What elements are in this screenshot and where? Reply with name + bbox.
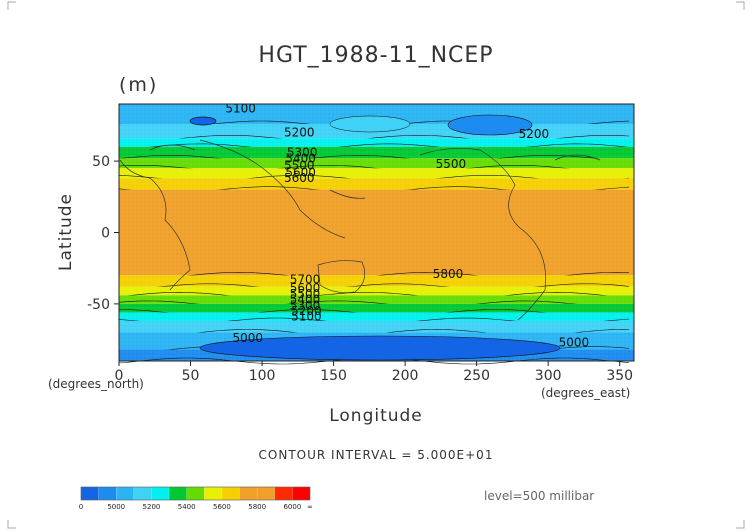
x-tick-label-100: 100 [249, 368, 276, 384]
contour-band-2 [119, 138, 634, 147]
x-tick-label-0: 0 [115, 368, 124, 384]
colorbar-labels: 0 5000 5200 5400 5600 5800 6000 ∞ [79, 503, 313, 511]
contour-label-9: 5800 [433, 267, 464, 281]
colorbar-label-4: 5600 [213, 503, 231, 511]
contour-line-2 [118, 143, 630, 151]
contour-band-4 [119, 158, 634, 169]
north-pacific-low [447, 114, 533, 136]
y-unit-note: (degrees_north) [48, 377, 144, 391]
contour-interval-note: CONTOUR INTERVAL = 5.000E+01 [259, 448, 494, 462]
contour-label-11: 5600 [290, 281, 321, 295]
coastline-asia [199, 139, 366, 239]
arctic-low-core [189, 116, 217, 126]
contour-fill-bands [118, 103, 634, 365]
level-note: level=500 millibar [484, 489, 594, 503]
colorbar-swatch-4 [151, 486, 170, 501]
colorbar-label-3: 5400 [178, 503, 196, 511]
x-tick-label-150: 150 [320, 368, 347, 384]
contour-label-7: 5600 [284, 171, 315, 185]
colorbar-swatch-9 [239, 486, 258, 501]
contour-band-9 [119, 286, 634, 296]
corner-mark-bottom-left [7, 520, 16, 529]
contour-label-8: 5500 [436, 157, 467, 171]
x-axis-label: Longitude [329, 406, 423, 426]
x-tick-label-50: 50 [182, 368, 200, 384]
contour-label-0: 5100 [225, 101, 256, 115]
colorbar-swatch-11 [274, 486, 293, 501]
contour-label-1: 5200 [284, 126, 315, 140]
y-tick-label--50: -50 [87, 297, 110, 313]
coastline-australia [317, 260, 366, 294]
contour-band-8 [119, 275, 634, 287]
contour-label-17: 5000 [232, 331, 263, 345]
contour-band-10 [119, 295, 634, 304]
contour-label-15: 5200 [291, 304, 322, 318]
arctic-ridge [329, 115, 411, 133]
y-tick-label-0: 0 [101, 226, 110, 242]
colorbar-frame [80, 486, 311, 501]
contour-line-9 [118, 291, 630, 299]
x-tick-label-250: 250 [463, 368, 490, 384]
colorbar-swatch-12 [292, 486, 311, 501]
contour-band-6 [119, 178, 634, 190]
colorbar-label-7: ∞ [307, 503, 313, 511]
colorbar-label-2: 5200 [143, 503, 161, 511]
units-label: (m) [119, 74, 158, 96]
colorbar-label-0: 0 [79, 503, 83, 511]
contour-label-4: 5400 [285, 151, 316, 165]
contour-line-3 [118, 155, 630, 162]
antarctic-low [199, 335, 561, 361]
y-axis-ticks: 50 0 -50 [87, 154, 119, 313]
contour-label-14: 5300 [290, 298, 321, 312]
contour-label-10: 5700 [290, 273, 321, 287]
corner-mark-bottom-right [736, 520, 745, 529]
contour-band-12 [119, 312, 634, 322]
colorbar-swatch-0 [80, 486, 99, 501]
colorbar-swatch-5 [168, 486, 187, 501]
contour-band-5 [119, 168, 634, 179]
contour-band-11 [119, 303, 634, 313]
colorbar-swatch-1 [98, 486, 117, 501]
x-tick-label-350: 350 [606, 368, 633, 384]
y-tick-label-50: 50 [92, 154, 110, 170]
x-unit-note: (degrees_east) [541, 386, 630, 400]
contour-label-2: 5200 [519, 127, 550, 141]
contour-band-13 [119, 321, 634, 333]
colorbar-swatch-3 [133, 486, 152, 501]
colorbar-label-1: 5000 [107, 503, 125, 511]
colorbar-swatch-6 [186, 486, 205, 501]
y-axis-label: Latitude [56, 193, 76, 271]
contour-label-12: 5500 [290, 287, 321, 301]
colorbar-swatch-8 [221, 486, 240, 501]
corner-mark-top-right [736, 1, 745, 10]
map-features [119, 114, 601, 361]
contour-band-3 [119, 146, 634, 159]
colorbar-swatch-2 [115, 486, 135, 501]
colorbar-swatch-10 [256, 486, 276, 501]
x-tick-label-300: 300 [535, 368, 562, 384]
contour-label-18: 5000 [559, 335, 590, 349]
colorbar-label-5: 5800 [248, 503, 266, 511]
contour-band-7 [119, 189, 634, 276]
x-tick-label-200: 200 [392, 368, 419, 384]
x-axis-ticks: 0 50 100 150 200 250 300 350 [115, 361, 633, 384]
chart-title: HGT_1988-11_NCEP [258, 43, 493, 68]
contour-label-13: 5400 [290, 293, 321, 307]
contour-label-3: 5300 [287, 146, 318, 160]
contour-line-8 [118, 283, 630, 291]
corner-mark-top-left [7, 1, 16, 10]
colorbar-label-6: 6000 [283, 503, 301, 511]
contour-label-16: 5100 [291, 310, 322, 324]
coastline-europe-africa [119, 144, 196, 291]
colorbar [80, 486, 311, 501]
contour-label-5: 5500 [284, 158, 315, 172]
coastline-americas [419, 148, 601, 321]
contour-label-6: 5600 [285, 166, 316, 180]
colorbar-swatch-7 [204, 486, 223, 501]
